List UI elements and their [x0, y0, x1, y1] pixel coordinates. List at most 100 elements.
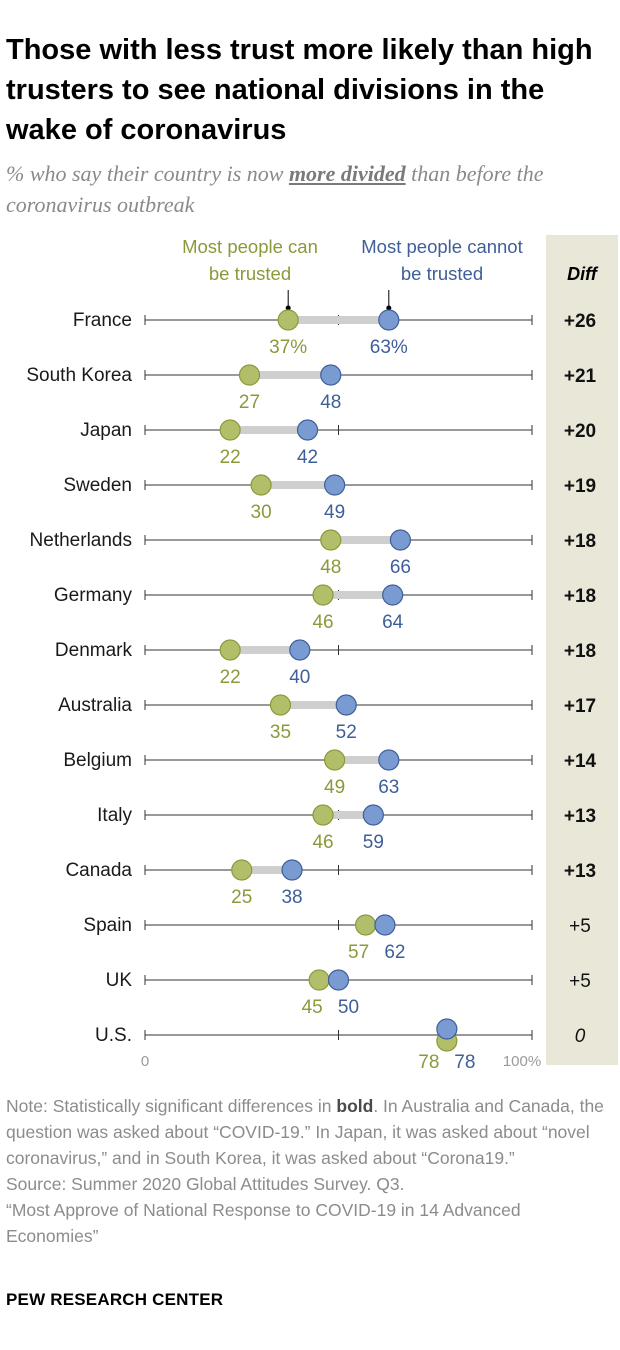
dot-not-trusted-germany [382, 584, 404, 606]
diff-value-germany: +18 [564, 586, 596, 607]
subtitle-prefix: % who say their country is now [6, 161, 289, 186]
dot-trusted-italy [312, 804, 334, 826]
country-label-denmark: Denmark [55, 640, 133, 661]
value-label-trusted-germany: 46 [312, 612, 333, 633]
value-label-trusted-australia: 35 [270, 722, 291, 743]
dot-not-trusted-uk [327, 969, 350, 991]
value-label-not-trusted-japan: 42 [297, 447, 318, 468]
value-label-not-trusted-netherlands: 66 [390, 557, 411, 578]
legend-trusted-line1: Most people can [182, 236, 318, 257]
value-label-not-trusted-uk: 50 [338, 997, 359, 1018]
dot-not-trusted-netherlands [389, 529, 412, 551]
dot-trusted-sweden [250, 474, 272, 496]
value-label-trusted-netherlands: 48 [320, 557, 341, 578]
value-label-trusted-denmark: 22 [220, 667, 241, 688]
diff-value-denmark: +18 [564, 641, 596, 662]
pew-research-center-logo: PEW RESEARCH CENTER [6, 1290, 224, 1309]
diff-value-italy: +13 [564, 806, 596, 827]
note-text: Note: Statistically significant differen… [6, 1096, 604, 1168]
source-text: Source: Summer 2020 Global Attitudes Sur… [6, 1174, 405, 1194]
dot-trusted-uk [308, 969, 330, 991]
country-label-spain: Spain [83, 915, 132, 936]
dot-not-trusted-france [378, 309, 400, 331]
value-label-not-trusted-sweden: 49 [324, 502, 345, 523]
diff-value-australia: +17 [564, 696, 596, 717]
dot-trusted-japan [219, 419, 241, 441]
dot-not-trusted-australia [335, 694, 357, 716]
value-label-not-trusted-spain: 62 [384, 942, 405, 963]
legend-leader-dot-trusted [285, 305, 291, 311]
country-label-belgium: Belgium [63, 750, 132, 771]
dot-trusted-south-korea [238, 364, 261, 386]
diff-value-u-s: 0 [575, 1026, 586, 1047]
value-label-trusted-uk: 45 [302, 997, 323, 1018]
x-tick-label-100: 100% [503, 1053, 541, 1070]
dot-plot-chart: Diff Most people can be trusted Most people… [26, 235, 618, 1073]
value-label-trusted-italy: 46 [312, 832, 333, 853]
value-label-trusted-spain: 57 [348, 942, 369, 963]
legend-trusted-line2: be trusted [209, 263, 291, 284]
diff-column-panel [546, 235, 618, 1065]
dot-trusted-spain [354, 914, 377, 936]
country-label-sweden: Sweden [63, 475, 132, 496]
country-label-australia: Australia [58, 695, 132, 716]
diff-value-sweden: +19 [564, 476, 596, 497]
value-label-trusted-u-s: 78 [418, 1052, 439, 1073]
diff-value-uk: +5 [569, 971, 591, 992]
dot-trusted-belgium [324, 749, 346, 771]
chart-notes: Note: Statistically significant differen… [6, 1093, 606, 1249]
country-label-u-s: U.S. [95, 1025, 132, 1046]
legend-not-trusted-line2: be trusted [401, 263, 483, 284]
chart-subtitle: % who say their country is now more divi… [6, 158, 606, 220]
dot-trusted-denmark [219, 639, 241, 661]
diff-value-france: +26 [564, 311, 596, 332]
value-label-trusted-canada: 25 [231, 887, 252, 908]
value-label-not-trusted-south-korea: 48 [320, 392, 341, 413]
dot-not-trusted-u-s [436, 1018, 458, 1040]
dot-trusted-france [277, 309, 299, 331]
note-bold-word: bold [336, 1096, 374, 1116]
diff-header: Diff [567, 264, 599, 284]
dot-trusted-netherlands [320, 529, 342, 551]
country-label-canada: Canada [65, 860, 132, 881]
dot-trusted-canada [231, 859, 253, 881]
report-title: “Most Approve of National Response to CO… [6, 1200, 521, 1246]
country-label-germany: Germany [54, 585, 133, 606]
x-tick-label-0: 0 [141, 1053, 149, 1070]
chart-title: Those with less trust more likely than h… [6, 34, 593, 146]
value-label-not-trusted-germany: 64 [382, 612, 404, 633]
diff-value-japan: +20 [564, 421, 596, 442]
value-label-trusted-south-korea: 27 [239, 392, 260, 413]
dot-not-trusted-japan [296, 419, 319, 441]
value-label-not-trusted-australia: 52 [336, 722, 357, 743]
dot-trusted-germany [312, 584, 334, 606]
dot-trusted-australia [269, 694, 292, 716]
country-label-japan: Japan [80, 420, 132, 441]
diff-value-south-korea: +21 [564, 366, 597, 387]
value-label-trusted-sweden: 30 [251, 502, 272, 523]
value-label-not-trusted-france: 63% [370, 337, 408, 358]
dot-not-trusted-spain [374, 914, 396, 936]
value-label-not-trusted-belgium: 63 [378, 777, 399, 798]
dot-not-trusted-italy [362, 804, 384, 826]
subtitle-suffix: than before the coronavirus outbreak [6, 161, 544, 217]
country-label-france: France [73, 310, 132, 331]
value-label-trusted-japan: 22 [220, 447, 241, 468]
value-label-not-trusted-denmark: 40 [289, 667, 310, 688]
dot-not-trusted-belgium [378, 749, 400, 771]
dot-not-trusted-south-korea [320, 364, 342, 386]
country-label-south-korea: South Korea [26, 365, 132, 386]
subtitle-emphasis: more divided [288, 161, 406, 186]
value-label-not-trusted-canada: 38 [281, 887, 302, 908]
value-label-trusted-belgium: 49 [324, 777, 345, 798]
value-label-not-trusted-italy: 59 [363, 832, 384, 853]
country-label-uk: UK [106, 970, 133, 991]
diff-value-canada: +13 [564, 861, 596, 882]
legend-leader-dot-not-trusted [386, 305, 392, 311]
country-label-netherlands: Netherlands [30, 530, 132, 551]
diff-value-netherlands: +18 [564, 531, 596, 552]
dot-not-trusted-sweden [324, 474, 346, 496]
dot-not-trusted-denmark [289, 639, 311, 661]
diff-value-belgium: +14 [564, 751, 597, 772]
diff-value-spain: +5 [569, 916, 591, 937]
